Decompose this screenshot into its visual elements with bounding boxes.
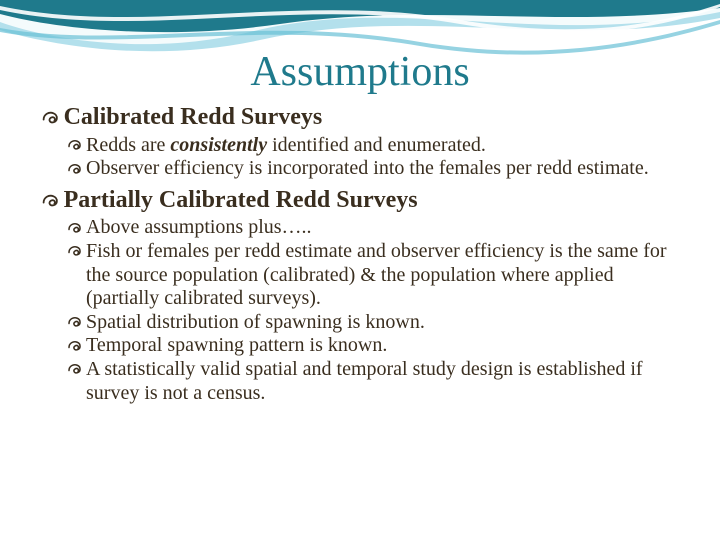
item-text: Temporal spawning pattern is known. <box>86 334 387 358</box>
list-item: Temporal spawning pattern is known. <box>66 334 680 358</box>
list-item: A statistically valid spatial and tempor… <box>66 358 680 405</box>
section-partially-calibrated: Partially Calibrated Redd Surveys Above … <box>40 187 680 405</box>
item-text: Above assumptions plus….. <box>86 216 312 240</box>
swirl-bullet-icon <box>66 216 84 236</box>
item-text: Observer efficiency is incorporated into… <box>86 157 649 181</box>
section-calibrated: Calibrated Redd Surveys Redds are consis… <box>40 104 680 181</box>
item-text: A statistically valid spatial and tempor… <box>86 358 680 405</box>
item-text: Fish or females per redd estimate and ob… <box>86 240 680 311</box>
swirl-bullet-icon <box>66 240 84 260</box>
heading-calibrated: Calibrated Redd Surveys <box>40 104 680 132</box>
sub-list-partial: Above assumptions plus….. Fish or female… <box>66 216 680 405</box>
list-item: Redds are consistently identified and en… <box>66 134 680 158</box>
list-item: Observer efficiency is incorporated into… <box>66 157 680 181</box>
swirl-bullet-icon <box>40 104 62 128</box>
item-text: Spatial distribution of spawning is know… <box>86 311 425 335</box>
swirl-bullet-icon <box>66 134 84 154</box>
list-item: Above assumptions plus….. <box>66 216 680 240</box>
swirl-bullet-icon <box>66 311 84 331</box>
item-text: Redds are consistently identified and en… <box>86 134 486 158</box>
swirl-bullet-icon <box>66 157 84 177</box>
heading-text: Partially Calibrated Redd Surveys <box>64 187 418 215</box>
slide-content: Assumptions Calibrated Redd Surveys Redd… <box>0 0 720 405</box>
heading-partially-calibrated: Partially Calibrated Redd Surveys <box>40 187 680 215</box>
slide-title: Assumptions <box>40 48 680 96</box>
sub-list-calibrated: Redds are consistently identified and en… <box>66 134 680 181</box>
swirl-bullet-icon <box>40 187 62 211</box>
heading-text: Calibrated Redd Surveys <box>64 104 323 132</box>
list-item: Spatial distribution of spawning is know… <box>66 311 680 335</box>
list-item: Fish or females per redd estimate and ob… <box>66 240 680 311</box>
swirl-bullet-icon <box>66 358 84 378</box>
swirl-bullet-icon <box>66 334 84 354</box>
